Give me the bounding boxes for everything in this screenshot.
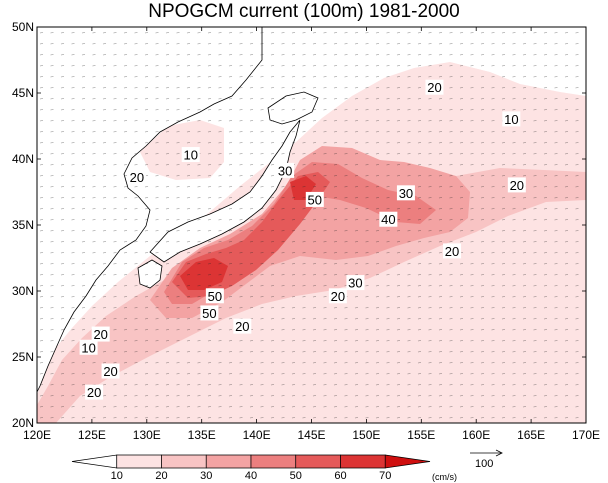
contour-label-bg xyxy=(507,177,526,193)
axis-ticks: 120E 125E 130E 135E 140E 145E 150E 155E 160E 165E… xyxy=(12,20,600,442)
reference-vector: 100 xyxy=(470,449,503,470)
lon-tick-label: 170E xyxy=(572,428,600,442)
reference-vector-label: 100 xyxy=(475,458,493,470)
contour-label-bg xyxy=(443,243,462,259)
colorbar-tick-label: 70 xyxy=(379,470,391,482)
contour-label: 10 xyxy=(183,148,197,163)
lat-tick-label: 25N xyxy=(12,350,34,364)
lat-tick-label: 45N xyxy=(12,86,34,100)
colorbar-tick-label: 20 xyxy=(155,470,167,482)
contour-label-bg xyxy=(305,191,324,207)
lon-tick-label: 140E xyxy=(243,428,271,442)
contour-label: 50 xyxy=(308,192,322,207)
lon-tick-label: 165E xyxy=(517,428,545,442)
contour-label-bg xyxy=(200,305,219,321)
contour-label-bg xyxy=(502,111,521,127)
colorbar-swatch xyxy=(71,454,118,469)
colorbar-tick-label: 10 xyxy=(111,470,123,482)
contour-label-bg xyxy=(181,147,200,163)
contour-label: 10 xyxy=(81,340,95,355)
lon-tick-label: 155E xyxy=(407,428,435,442)
lon-tick-label: 150E xyxy=(352,428,380,442)
colorbar-tick-label: 60 xyxy=(334,470,346,482)
contour-label: 50 xyxy=(208,289,222,304)
contour-label-bg xyxy=(379,211,398,227)
contour-label-bg xyxy=(346,275,365,291)
contour-label-bg xyxy=(425,79,444,95)
colorbar-unit: (cm/s) xyxy=(432,472,457,482)
colorbar-swatch xyxy=(295,454,341,469)
lat-tick-label: 30N xyxy=(12,284,34,298)
map-content xyxy=(37,27,586,423)
lon-tick-label: 135E xyxy=(188,428,216,442)
contour-label: 20 xyxy=(427,80,441,95)
contour-label: 30 xyxy=(278,163,292,178)
current-vectors xyxy=(37,27,586,423)
contour-label: 20 xyxy=(87,385,101,400)
contour-label: 20 xyxy=(93,327,107,342)
contour-label: 20 xyxy=(331,289,345,304)
lon-tick-label: 145E xyxy=(297,428,325,442)
colorbar-swatch xyxy=(250,454,297,469)
contour-label: 50 xyxy=(202,306,216,321)
contour-label-bg xyxy=(85,384,104,400)
contour-label: 20 xyxy=(130,170,144,185)
contour-label: 30 xyxy=(348,276,362,291)
contour-label-bg xyxy=(91,326,110,342)
contour-label-bg xyxy=(205,288,224,304)
colorbar-tick-label: 30 xyxy=(200,470,212,482)
lon-tick-label: 120E xyxy=(23,428,51,442)
colorbar-swatch xyxy=(384,454,431,469)
colorbar-swatch xyxy=(161,454,207,469)
contour-label: 40 xyxy=(381,212,395,227)
lat-tick-label: 35N xyxy=(12,218,34,232)
contour-label-bg xyxy=(396,185,415,201)
contour-label-bg xyxy=(101,363,120,379)
lon-tick-label: 130E xyxy=(133,428,161,442)
figure-title: NPOGCM current (100m) 1981-2000 xyxy=(148,1,460,22)
contour-label: 20 xyxy=(235,319,249,334)
colorbar-swatch xyxy=(116,454,162,469)
contour-label: 30 xyxy=(399,186,413,201)
contour-label: 20 xyxy=(510,178,524,193)
colorbar: 10 20 30 40 50 60 70 xyxy=(71,454,431,482)
contour-label: 20 xyxy=(103,364,117,379)
colorbar-swatch xyxy=(340,454,386,469)
contour-label-bg xyxy=(233,318,252,334)
contour-label-bg xyxy=(328,288,347,304)
contour-label-bg xyxy=(127,169,146,185)
lon-tick-label: 125E xyxy=(78,428,106,442)
contour-label-bg xyxy=(79,339,98,355)
lat-tick-label: 40N xyxy=(12,152,34,166)
lat-tick-label: 20N xyxy=(12,416,34,430)
contour-label: 20 xyxy=(445,244,459,259)
lat-tick-label: 50N xyxy=(12,20,34,34)
lon-tick-label: 160E xyxy=(462,428,490,442)
contour-label: 10 xyxy=(504,112,518,127)
colorbar-swatch xyxy=(205,454,252,469)
colorbar-tick-label: 40 xyxy=(245,470,257,482)
contour-label-bg xyxy=(276,162,295,178)
colorbar-tick-label: 50 xyxy=(290,470,302,482)
